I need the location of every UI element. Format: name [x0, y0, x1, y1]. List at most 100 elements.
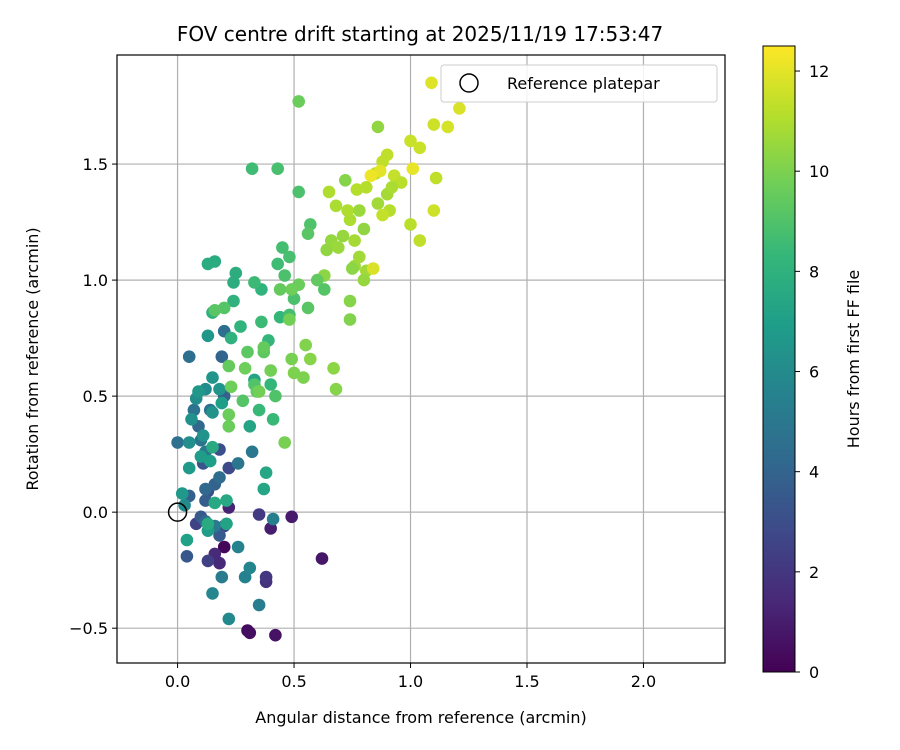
legend-marker-icon — [459, 73, 479, 93]
data-point — [285, 510, 299, 524]
data-point — [429, 171, 443, 185]
data-point — [206, 406, 219, 419]
data-point — [257, 341, 271, 354]
data-point — [304, 352, 317, 366]
data-point — [213, 529, 226, 542]
data-point — [292, 95, 306, 108]
data-point — [259, 570, 273, 584]
data-point — [213, 382, 226, 396]
data-point — [231, 540, 245, 554]
data-point — [332, 241, 345, 254]
data-point — [231, 457, 245, 470]
data-point — [252, 508, 266, 521]
data-point — [241, 345, 254, 359]
data-point — [185, 413, 198, 426]
data-point — [441, 120, 455, 134]
data-point — [229, 266, 243, 280]
data-point — [269, 628, 282, 642]
colorbar-tick-label: 12 — [809, 62, 829, 81]
data-point — [341, 204, 354, 217]
data-point — [353, 204, 366, 217]
chart-title: FOV centre drift starting at 2025/11/19 … — [177, 22, 663, 46]
data-point — [346, 262, 359, 275]
data-point — [336, 229, 350, 243]
data-point — [271, 162, 285, 175]
data-point — [453, 102, 466, 115]
data-points — [167, 76, 466, 642]
data-point — [245, 445, 259, 459]
data-point — [404, 134, 417, 148]
colorbar-tick-label: 6 — [809, 363, 819, 382]
data-point — [327, 362, 340, 375]
data-point — [311, 273, 324, 287]
data-point — [245, 162, 259, 175]
data-point — [222, 612, 236, 626]
data-point — [373, 164, 387, 178]
data-point — [350, 183, 364, 196]
x-axis-title: Angular distance from reference (arcmin) — [255, 708, 586, 727]
legend-box — [440, 64, 718, 103]
y-tick-label: 0.5 — [83, 387, 108, 406]
colorbar-gradient — [762, 45, 796, 673]
data-point — [238, 362, 252, 375]
data-point — [343, 313, 357, 326]
data-point — [222, 461, 236, 475]
data-point — [357, 273, 371, 287]
data-point — [266, 413, 280, 426]
reference-platepar-marker — [167, 502, 188, 522]
data-point — [353, 250, 366, 264]
data-point — [360, 181, 373, 194]
data-point — [283, 250, 296, 264]
data-point — [299, 338, 313, 352]
data-point — [178, 498, 191, 512]
data-point — [206, 371, 219, 384]
colorbar-tick-label: 10 — [809, 162, 829, 181]
x-tick-label: 0.0 — [165, 672, 190, 691]
data-point — [182, 436, 196, 449]
data-point — [222, 359, 236, 373]
x-tick-label: 1.0 — [398, 672, 423, 691]
data-point — [224, 331, 238, 345]
data-point — [252, 598, 266, 612]
data-point — [427, 118, 441, 131]
data-point — [285, 352, 299, 366]
colorbar: 0 2 4 6 8 10 12 Hours from first FF file — [762, 45, 863, 682]
data-point — [234, 320, 247, 333]
data-point — [201, 329, 215, 343]
data-point — [385, 181, 399, 194]
data-point — [301, 227, 315, 240]
colorbar-ticks: 0 2 4 6 8 10 12 — [795, 62, 829, 682]
x-tick-label: 1.5 — [514, 672, 539, 691]
data-point — [255, 315, 268, 329]
data-point — [285, 283, 299, 296]
data-point — [357, 222, 371, 236]
data-point — [371, 120, 385, 134]
y-tick-label: 1.5 — [83, 155, 108, 174]
data-point — [366, 262, 380, 275]
data-point — [196, 429, 210, 442]
data-point — [201, 517, 215, 531]
data-point — [348, 234, 361, 247]
x-tick-label: 2.0 — [631, 672, 656, 691]
data-point — [252, 403, 266, 417]
data-point — [292, 185, 306, 199]
data-point — [329, 382, 343, 396]
legend: Reference platepar — [440, 64, 718, 103]
data-point — [320, 243, 334, 257]
data-point — [380, 148, 394, 162]
data-point — [171, 436, 184, 449]
data-point — [243, 420, 257, 433]
x-tick-label: 0.5 — [281, 672, 306, 691]
data-point — [273, 283, 287, 296]
y-axis-title: Rotation from reference (arcmin) — [23, 227, 42, 490]
data-point — [329, 199, 343, 213]
data-point — [427, 204, 441, 217]
data-point — [213, 556, 226, 570]
data-point — [404, 218, 417, 231]
data-point — [269, 389, 282, 403]
data-point — [180, 550, 194, 563]
data-point — [252, 385, 266, 398]
data-point — [301, 301, 315, 315]
data-point — [222, 408, 236, 422]
data-point — [264, 378, 278, 391]
